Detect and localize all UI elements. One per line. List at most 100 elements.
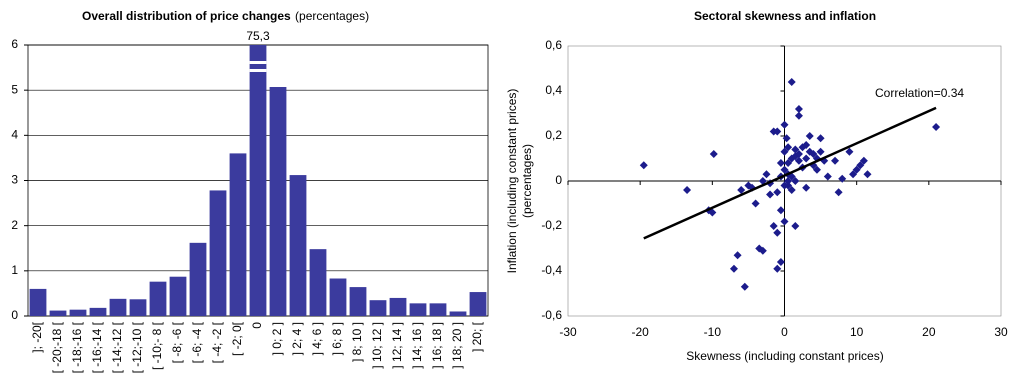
point [773, 127, 782, 136]
x-tick-label: [ -16;-14 [ [90, 321, 104, 373]
bar [249, 45, 267, 316]
point [780, 217, 789, 226]
point [782, 134, 791, 143]
point [863, 170, 872, 179]
point [729, 264, 738, 273]
bar [109, 298, 127, 316]
bar [269, 87, 287, 316]
x-tick-label: [ -8; -6 [ [170, 321, 184, 363]
point [769, 222, 778, 230]
point [859, 156, 868, 165]
point [809, 150, 818, 158]
x-tick-label: -20 [631, 325, 649, 339]
point [639, 161, 648, 170]
x-tick-label: ] 2; 4 ] [290, 322, 304, 355]
point [758, 246, 767, 255]
data-label: 75,3 [246, 29, 270, 43]
x-tick-label: -30 [559, 325, 577, 339]
point [932, 123, 941, 131]
bar [129, 299, 147, 316]
point [740, 282, 749, 291]
x-tick-label: [ -12;-10 [ [130, 321, 144, 373]
y-tick-label: 0 [555, 173, 562, 187]
point [794, 105, 803, 113]
bar-chart: Overall distribution of price changes (p… [82, 9, 369, 23]
y-tick-label: 0,2 [545, 128, 562, 142]
y-tick-label: 3 [11, 173, 18, 187]
point [845, 147, 854, 156]
point [791, 222, 800, 230]
x-tick-label: [ -18;-16 [ [70, 321, 84, 373]
y-tick-label: 1 [11, 263, 18, 277]
point [784, 159, 793, 167]
point [776, 206, 785, 215]
x-tick-label: ] 18; 20 ] [450, 322, 464, 369]
chart-title: Sectoral skewness and inflation [694, 9, 876, 23]
point [791, 177, 800, 185]
point [831, 156, 840, 165]
y-tick-label: 0 [11, 308, 18, 322]
point [784, 181, 793, 190]
bar [429, 303, 447, 316]
bar [369, 300, 387, 316]
bars [29, 45, 487, 316]
bar [149, 281, 167, 316]
bar [409, 303, 427, 316]
x-tick-label: ] 8; 10 ] [350, 322, 364, 362]
x-tick-label: 0 [781, 325, 788, 339]
x-tick-label: 0 [250, 322, 264, 329]
bar [289, 175, 307, 316]
point [794, 111, 803, 120]
axis-break [249, 61, 267, 64]
y-tick-label: -0,4 [541, 263, 562, 277]
x-tick-label: [ -4; -2 [ [210, 321, 224, 363]
x-tick-label: [ -14;-12 [ [110, 321, 124, 373]
bar [329, 278, 347, 316]
point [737, 186, 746, 194]
point [816, 134, 825, 143]
point [766, 190, 775, 199]
y-tick-label: 5 [11, 82, 18, 96]
point [856, 161, 865, 170]
point [776, 258, 785, 266]
point [780, 165, 789, 174]
point [823, 172, 832, 181]
x-tick-label: ] 4; 6 ] [310, 322, 324, 355]
point [787, 78, 796, 86]
point [708, 208, 717, 217]
bar [169, 276, 187, 316]
x-tick-label: 20 [922, 325, 936, 339]
trendline [643, 106, 937, 240]
point [834, 188, 843, 197]
point [787, 186, 796, 194]
x-tick-label: ]; -20[ [30, 321, 44, 352]
bar [189, 242, 207, 316]
y-tick-label: -0,6 [541, 308, 562, 322]
point [773, 228, 782, 237]
bar [89, 307, 107, 316]
y-tick-label: 0,6 [545, 38, 562, 52]
x-tick-label: 10 [850, 325, 864, 339]
x-tick-label: -10 [704, 325, 722, 339]
x-tick-label: ] 12; 14 ] [390, 322, 404, 369]
annotation: Correlation=0.34 [875, 86, 964, 100]
point [802, 141, 811, 149]
bar [49, 310, 67, 316]
x-tick-label: [ -10;- 8 [ [150, 321, 164, 370]
y-tick-label: 2 [11, 218, 18, 232]
point [794, 150, 803, 158]
x-axis-label: Skewness (including constant prices) [686, 349, 883, 363]
axis-break [249, 69, 267, 72]
point [791, 145, 800, 154]
bar [69, 309, 87, 316]
bar [309, 249, 327, 316]
bar [229, 153, 247, 316]
point [802, 154, 811, 163]
x-tick-label: [ -6; -4 [ [190, 321, 204, 363]
x-tick-label: ] 0; 2 ] [270, 322, 284, 355]
point [838, 174, 847, 183]
y-tick-label: 0,4 [545, 83, 562, 97]
bar [389, 297, 407, 316]
x-tick-label: ] 20; [ [470, 321, 484, 352]
